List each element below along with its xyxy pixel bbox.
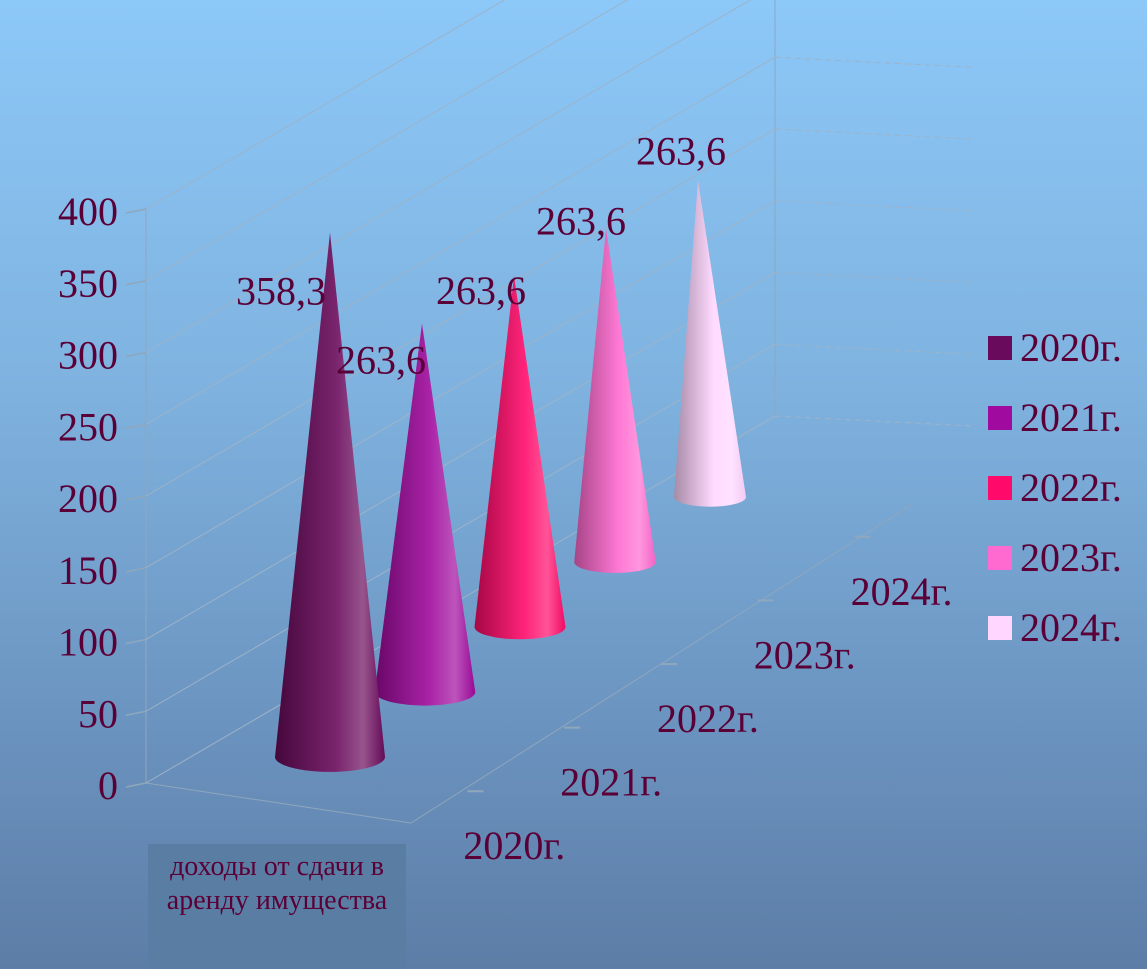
- gridlines: [145, 0, 973, 784]
- gridline: [145, 200, 776, 569]
- y-tick: [125, 208, 147, 214]
- y-tick: [125, 280, 147, 286]
- depth-axis: 2020г. 2021г. 2022г. 2023г. 2024г.: [463, 535, 953, 868]
- y-tick-label: 400: [58, 189, 118, 234]
- gridline-back: [774, 56, 973, 68]
- cone-2024г.: [674, 180, 746, 507]
- y-tick: [125, 351, 147, 358]
- gridline-back: [774, 200, 973, 212]
- y-tick: [125, 638, 147, 645]
- gridline-back: [774, 128, 973, 140]
- gridline-back: [774, 415, 973, 427]
- y-tick-label: 0: [98, 763, 118, 808]
- y-tick-label: 200: [58, 476, 118, 521]
- y-tick-label: 250: [58, 404, 118, 449]
- cone-series: [275, 180, 746, 772]
- y-tick: [125, 495, 147, 501]
- legend-swatch: [988, 546, 1012, 570]
- gridline: [145, 128, 776, 497]
- gridline-back: [774, 343, 973, 355]
- depth-tick-label: 2024г.: [851, 569, 953, 614]
- y-axis: 0 50 100 150 200 250 300 350 400: [58, 189, 147, 808]
- legend-item: 2020г.: [988, 313, 1122, 383]
- depth-tick-label: 2021г.: [560, 760, 662, 805]
- legend-label: 2023г.: [1020, 535, 1122, 580]
- gridline: [145, 343, 776, 712]
- y-tick: [125, 423, 147, 429]
- y-tick-label: 150: [58, 548, 118, 593]
- cone-2021г.: [374, 323, 476, 706]
- y-tick: [125, 782, 147, 788]
- gridline: [145, 272, 776, 640]
- y-tick-label: 100: [58, 620, 118, 665]
- legend-item: 2024г.: [988, 593, 1122, 663]
- y-tick: [125, 710, 147, 716]
- legend-item: 2023г.: [988, 523, 1122, 593]
- legend-label: 2020г.: [1020, 325, 1122, 370]
- cone-2022г.: [474, 275, 566, 640]
- legend-item: 2021г.: [988, 383, 1122, 453]
- data-label: 263,6: [536, 198, 626, 243]
- legend-label: 2024г.: [1020, 605, 1122, 650]
- cone-2020г.: [275, 232, 385, 772]
- depth-tick-label: 2020г.: [463, 823, 565, 868]
- gridline: [145, 0, 629, 282]
- y-tick-label: 50: [78, 691, 118, 736]
- legend-label: 2021г.: [1020, 395, 1122, 440]
- data-label: 263,6: [436, 268, 526, 313]
- legend: 2020г. 2021г. 2022г. 2023г. 2024г.: [988, 313, 1122, 663]
- data-label: 263,6: [336, 338, 426, 383]
- legend-swatch: [988, 476, 1012, 500]
- gridline: [145, 0, 506, 210]
- legend-item: 2022г.: [988, 453, 1122, 523]
- y-tick-label: 300: [58, 333, 118, 378]
- data-label: 358,3: [236, 269, 326, 314]
- cone-2023г.: [574, 228, 656, 574]
- legend-swatch: [988, 616, 1012, 640]
- y-tick-label: 350: [58, 261, 118, 306]
- data-label: 263,6: [636, 129, 726, 174]
- legend-label: 2022г.: [1020, 465, 1122, 510]
- legend-swatch: [988, 336, 1012, 360]
- gridline-back: [774, 272, 973, 283]
- depth-tick-label: 2023г.: [754, 632, 856, 677]
- legend-swatch: [988, 406, 1012, 430]
- depth-tick-label: 2022г.: [657, 696, 759, 741]
- y-tick: [125, 567, 147, 573]
- floor-front-edge: [145, 782, 412, 824]
- gridline: [145, 56, 776, 425]
- category-label: доходы от сдачи в аренду имущества: [148, 844, 406, 969]
- gridline: [145, 0, 752, 353]
